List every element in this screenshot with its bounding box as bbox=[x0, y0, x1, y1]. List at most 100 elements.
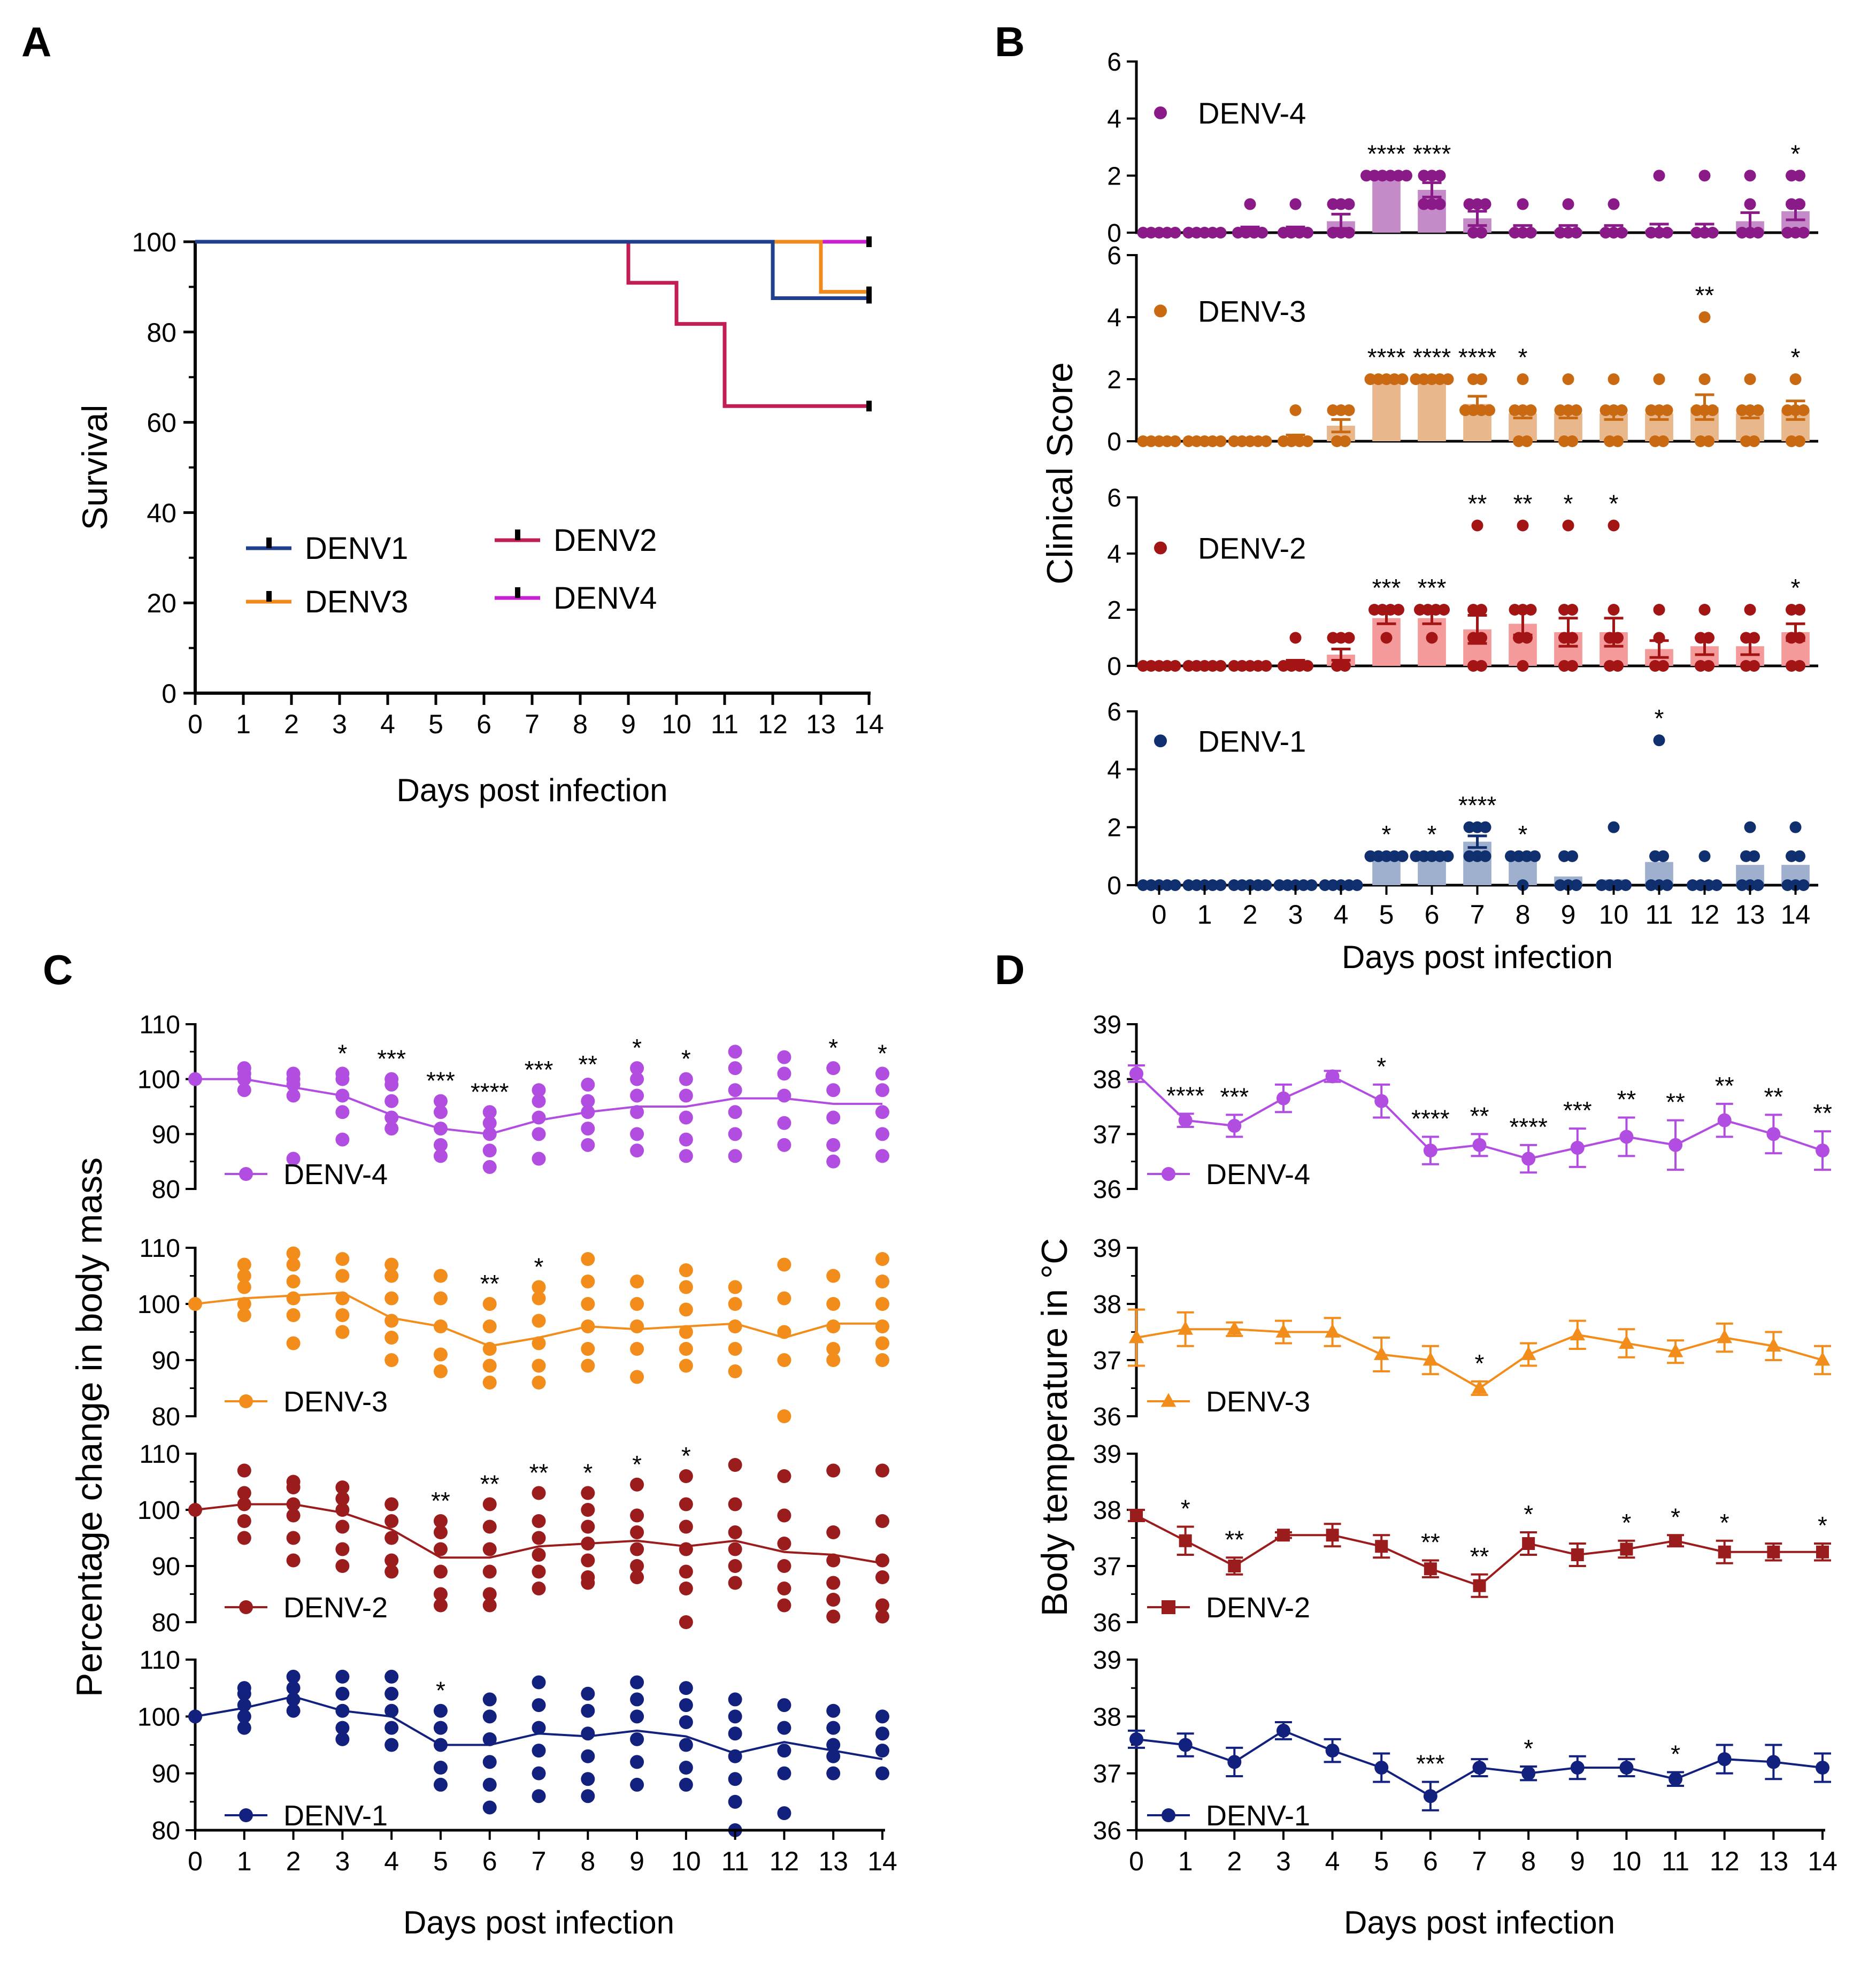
b-x-tick-label: 10 bbox=[1599, 900, 1629, 930]
c-point-denv-2-day-5 bbox=[433, 1542, 448, 1556]
b-y-tick-label: 6 bbox=[1107, 698, 1121, 726]
c-significance-denv-2-day-10: * bbox=[681, 1442, 691, 1470]
b-y-tick-label: 2 bbox=[1107, 814, 1121, 842]
c-point-denv-3-day-13 bbox=[826, 1269, 841, 1283]
c-significance-denv-3-day-6: ** bbox=[480, 1270, 499, 1298]
c-point-denv-2-day-12 bbox=[777, 1559, 791, 1573]
a-y-axis-title: Survival bbox=[75, 405, 114, 531]
c-x-tick-label: 2 bbox=[286, 1846, 301, 1876]
d-significance-denv-4-day-8: **** bbox=[1509, 1113, 1548, 1141]
d-significance-denv-4-day-12: ** bbox=[1715, 1072, 1734, 1100]
c-point-denv-2-day-10 bbox=[679, 1469, 693, 1483]
c-point-denv-4-day-10 bbox=[679, 1132, 693, 1147]
c-point-denv-2-day-7 bbox=[532, 1582, 546, 1595]
c-point-denv-3-day-0 bbox=[188, 1297, 202, 1311]
c-point-denv-1-day-5 bbox=[433, 1738, 448, 1752]
d-x-tick-label: 5 bbox=[1374, 1846, 1389, 1876]
d-point-denv-1-day-4 bbox=[1325, 1744, 1340, 1758]
c-point-denv-1-day-5 bbox=[433, 1761, 448, 1775]
d-point-denv-4-day-13 bbox=[1766, 1127, 1781, 1141]
b-x-tick-label: 14 bbox=[1781, 900, 1811, 930]
d-point-denv-3-day-1 bbox=[1178, 1321, 1193, 1335]
b-point-denv-3-day-7 bbox=[1483, 404, 1495, 416]
c-legend-marker-denv-2 bbox=[239, 1600, 253, 1614]
c-point-denv-4-day-7 bbox=[532, 1127, 546, 1141]
c-point-denv-1-day-6 bbox=[482, 1755, 497, 1769]
c-y-tick-label: 110 bbox=[139, 1234, 180, 1263]
b-significance-denv-3-day-12: ** bbox=[1695, 281, 1714, 309]
c-point-denv-2-day-5 bbox=[433, 1514, 448, 1528]
c-point-denv-3-day-6 bbox=[482, 1319, 497, 1333]
d-point-denv-2-day-14 bbox=[1816, 1545, 1829, 1559]
c-point-denv-3-day-14 bbox=[875, 1297, 889, 1311]
c-point-denv-3-day-14 bbox=[875, 1353, 889, 1367]
c-point-denv-3-day-1 bbox=[237, 1269, 251, 1283]
d-y-axis-title: Body temperature in °C bbox=[1034, 1238, 1075, 1617]
d-point-denv-3-day-13 bbox=[1766, 1338, 1781, 1352]
c-point-denv-1-day-3 bbox=[335, 1669, 350, 1684]
b-point-denv-3-day-10 bbox=[1616, 404, 1628, 416]
c-point-denv-4-day-4 bbox=[385, 1094, 399, 1108]
c-point-denv-2-day-8 bbox=[581, 1486, 595, 1500]
b-x-tick-label: 9 bbox=[1561, 900, 1576, 930]
c-point-denv-4-day-11 bbox=[728, 1045, 742, 1059]
c-point-denv-2-day-10 bbox=[679, 1582, 693, 1595]
b-point-denv-4-day-9 bbox=[1570, 227, 1582, 239]
c-point-denv-3-day-2 bbox=[286, 1308, 301, 1322]
b-point-denv-3-day-8 bbox=[1521, 435, 1533, 447]
c-point-denv-3-day-8 bbox=[581, 1319, 595, 1333]
b-bar-denv-3-day-6 bbox=[1418, 379, 1446, 441]
c-point-denv-4-day-13 bbox=[826, 1154, 841, 1169]
c-x-tick-label: 9 bbox=[629, 1846, 644, 1876]
d-significance-denv-4-day-6: **** bbox=[1411, 1104, 1450, 1132]
c-point-denv-4-day-9 bbox=[630, 1072, 644, 1086]
c-significance-denv-4-day-13: * bbox=[828, 1034, 838, 1062]
c-point-denv-3-day-6 bbox=[482, 1376, 497, 1390]
a-x-tick-label: 9 bbox=[621, 709, 636, 739]
c-point-denv-2-day-8 bbox=[581, 1570, 595, 1584]
c-point-denv-4-day-11 bbox=[728, 1127, 742, 1141]
b-point-denv-2-day-8 bbox=[1521, 632, 1533, 644]
c-point-denv-4-day-0 bbox=[188, 1072, 202, 1086]
c-point-denv-4-day-9 bbox=[630, 1127, 644, 1141]
c-point-denv-1-day-3 bbox=[335, 1732, 350, 1746]
c-significance-denv-4-day-9: * bbox=[632, 1034, 642, 1062]
c-legend-marker-denv-3 bbox=[239, 1394, 253, 1408]
c-point-denv-1-day-10 bbox=[679, 1761, 693, 1775]
c-point-denv-2-day-13 bbox=[826, 1525, 841, 1539]
b-legend-marker-denv-1 bbox=[1154, 734, 1167, 748]
b-significance-denv-2-day-14: * bbox=[1791, 574, 1801, 602]
c-y-tick-label: 100 bbox=[137, 1066, 180, 1094]
c-point-denv-2-day-5 bbox=[433, 1564, 448, 1579]
a-legend-label-denv1: DENV1 bbox=[305, 531, 408, 566]
a-x-tick-label: 4 bbox=[380, 709, 395, 739]
b-point-denv-2-day-0 bbox=[1169, 660, 1181, 672]
c-point-denv-1-day-5 bbox=[433, 1777, 448, 1792]
d-point-denv-2-day-13 bbox=[1767, 1545, 1780, 1559]
c-point-denv-2-day-12 bbox=[777, 1508, 791, 1523]
b-point-denv-1-day-12 bbox=[1711, 879, 1723, 891]
b-point-denv-1-day-8 bbox=[1529, 850, 1541, 862]
d-point-denv-1-day-6 bbox=[1423, 1789, 1437, 1803]
c-point-denv-3-day-1 bbox=[237, 1280, 251, 1294]
a-x-tick-label: 3 bbox=[332, 709, 347, 739]
c-point-denv-2-day-1 bbox=[237, 1486, 251, 1500]
c-point-denv-1-day-2 bbox=[286, 1692, 301, 1707]
d-point-denv-3-day-14 bbox=[1815, 1352, 1831, 1366]
c-point-denv-3-day-8 bbox=[581, 1358, 595, 1373]
c-point-denv-1-day-6 bbox=[482, 1732, 497, 1746]
b-significance-denv-3-day-14: * bbox=[1791, 343, 1801, 371]
b-point-denv-4-day-7 bbox=[1479, 198, 1491, 210]
a-x-tick-label: 0 bbox=[188, 709, 203, 739]
b-significance-denv-2-day-10: * bbox=[1609, 490, 1619, 518]
c-significance-denv-4-day-8: ** bbox=[578, 1050, 597, 1078]
d-point-denv-1-day-3 bbox=[1276, 1723, 1290, 1738]
c-point-denv-4-day-4 bbox=[385, 1122, 399, 1136]
a-y-tick-label: 80 bbox=[147, 318, 176, 348]
c-point-denv-2-day-10 bbox=[679, 1519, 693, 1534]
d-point-denv-3-day-11 bbox=[1667, 1343, 1683, 1357]
c-point-denv-4-day-12 bbox=[777, 1138, 791, 1152]
b-point-denv-2-day-8 bbox=[1525, 604, 1537, 616]
d-x-tick-label: 13 bbox=[1759, 1846, 1789, 1876]
c-point-denv-2-day-7 bbox=[532, 1564, 546, 1579]
